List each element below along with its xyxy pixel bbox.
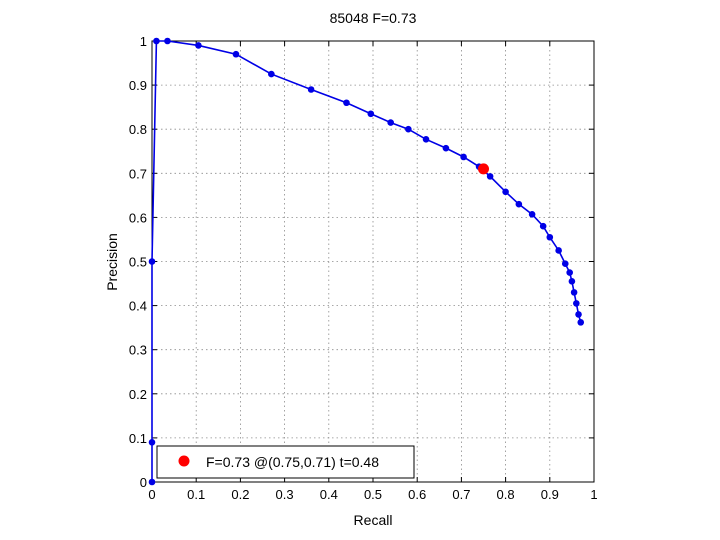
legend-label: F=0.73 @(0.75,0.71) t=0.48 [206,454,379,470]
highlight-group [478,163,489,175]
data-point [153,37,160,45]
x-tick-label: 0.4 [320,487,338,502]
x-tick-label: 0.7 [452,487,470,502]
data-point [405,125,412,133]
data-point [577,319,585,326]
data-point [232,50,240,58]
x-tick-label: 0.2 [231,487,249,502]
legend-box [156,445,415,479]
x-tick-label: 1 [590,487,597,502]
data-point [561,260,569,268]
data-point [539,222,547,230]
x-tick-label: 0.6 [408,487,426,502]
x-tick-labels: 0 0.1 0.2 0.3 0.4 0.5 0.6 0.7 0.8 0.9 1 [148,487,597,502]
x-tick-label: 0.8 [497,487,515,502]
x-tick-label: 0.1 [187,487,205,502]
data-point [502,188,509,196]
data-point [460,153,467,161]
y-tick-label: 0.6 [129,210,147,225]
x-tick-label: 0.5 [364,487,382,502]
data-point [148,439,156,446]
data-point [387,119,394,126]
x-tick-label: 0.3 [276,487,294,502]
data-point [148,258,156,265]
data-point [566,269,573,276]
chart-title: 85048 F=0.73 [330,10,417,26]
x-tick-label: 0 [148,487,155,502]
y-axis-label: Precision [104,233,120,291]
y-tick-label: 0 [140,475,147,490]
data-point [573,300,580,307]
data-point [442,144,450,152]
grid [152,41,594,482]
data-point [515,200,523,208]
y-tick-label: 0.5 [129,255,147,270]
data-point [307,86,315,93]
y-tick-labels: 0 0.1 0.2 0.3 0.4 0.5 0.6 0.7 0.8 0.9 1 [129,34,147,490]
y-tick-label: 0.9 [129,78,147,93]
y-tick-label: 0.1 [129,431,147,446]
data-point [570,289,578,296]
y-tick-label: 0.8 [129,122,147,137]
data-point [195,42,202,49]
data-point [486,173,494,180]
data-point [546,233,554,241]
data-point [164,37,171,45]
legend: F=0.73 @(0.75,0.71) t=0.48 [156,445,415,479]
best-f-point [478,163,489,175]
data-point [555,247,562,254]
y-tick-label: 0.4 [129,299,147,314]
x-axis-label: Recall [354,512,393,528]
y-tick-label: 0.7 [129,166,147,181]
data-point [343,99,350,107]
legend-marker [178,455,190,467]
data-point [422,136,430,143]
data-point [568,278,576,285]
data-point [268,70,275,78]
data-point [528,211,536,218]
y-tick-label: 1 [140,34,147,49]
y-tick-label: 0.3 [129,343,147,358]
x-tick-label: 0.9 [541,487,559,502]
data-point [367,110,375,118]
series-group [148,37,585,486]
data-point [148,478,156,486]
y-tick-label: 0.2 [129,387,147,402]
data-point [575,311,582,318]
